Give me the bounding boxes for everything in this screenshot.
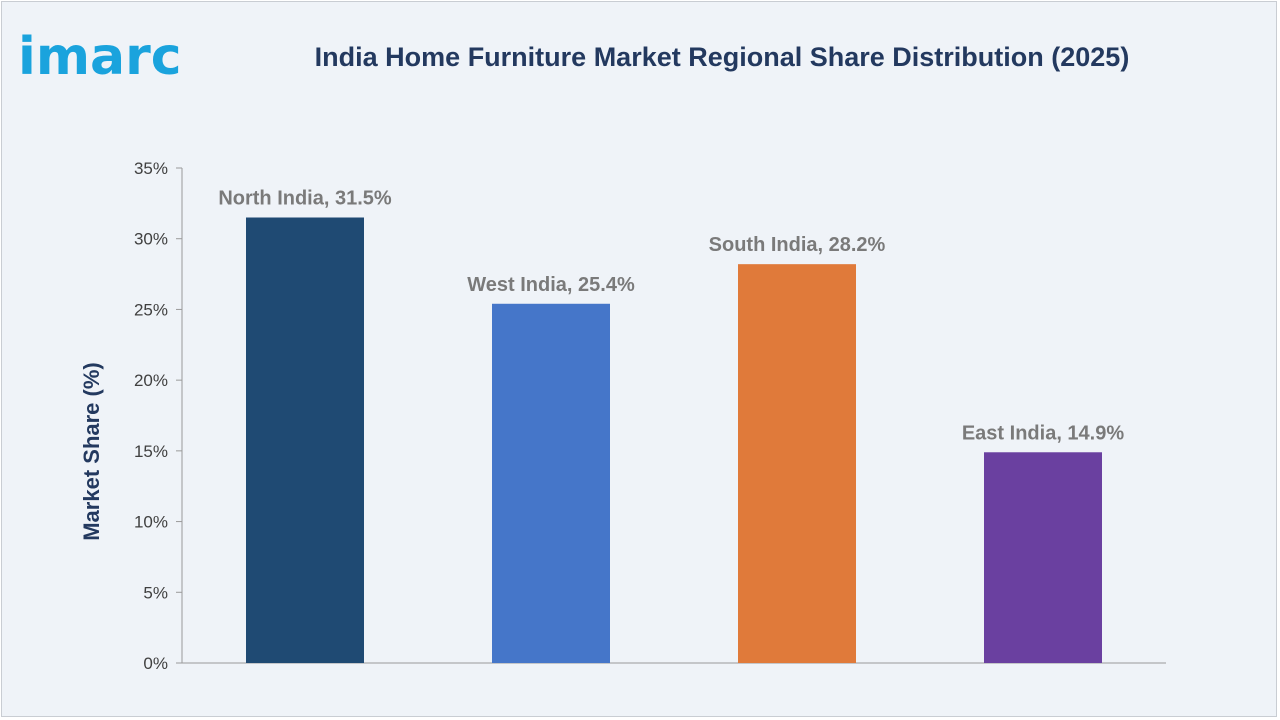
y-tick-label: 25%	[134, 300, 168, 319]
logo-text: imarc	[18, 27, 182, 82]
y-tick-label: 35%	[134, 159, 168, 178]
data-labels: North India, 31.5% West India, 25.4% South…	[218, 188, 1124, 445]
y-tick-label: 5%	[143, 583, 168, 602]
imarc-logo: imarc	[18, 27, 182, 82]
bar-data-label: North India, 31.5%	[218, 188, 392, 210]
bar	[492, 303, 610, 663]
y-tick-label: 15%	[134, 442, 168, 461]
axes: 0% 5% 10% 15% 20% 25% 30% 35%	[134, 159, 1166, 673]
y-tick-label: 20%	[134, 371, 168, 390]
bar-data-label: West India, 25.4%	[467, 274, 635, 296]
bar-data-label: East India, 14.9%	[962, 422, 1125, 444]
y-tick-label: 10%	[134, 513, 168, 532]
bar-data-label: South India, 28.2%	[709, 234, 886, 256]
bars	[246, 217, 1102, 663]
y-axis-label: Market Share (%)	[79, 362, 104, 541]
bar	[738, 264, 856, 663]
chart-title: India Home Furniture Market Regional Sha…	[314, 42, 1130, 72]
y-tick-label: 0%	[143, 654, 168, 673]
bar	[984, 452, 1102, 663]
y-tick-label: 30%	[134, 230, 168, 249]
bar	[246, 217, 364, 663]
